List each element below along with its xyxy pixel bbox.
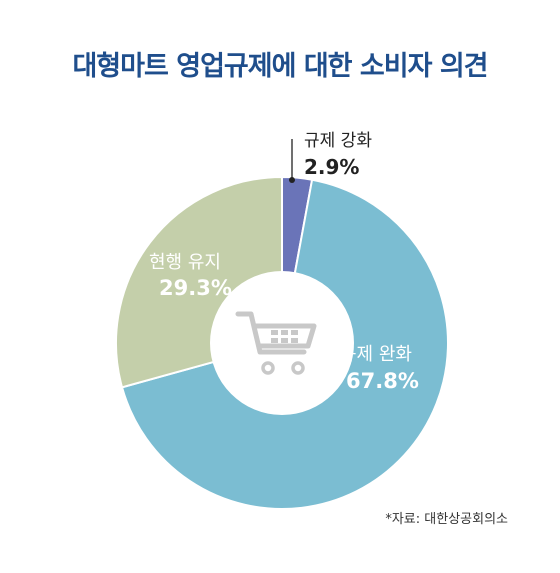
cart-wheel (261, 361, 275, 375)
chart-title: 대형마트 영업규제에 대한 소비자 의견 (72, 51, 488, 82)
slice-label-relax: 규제 완화 (340, 344, 412, 365)
cart-grid-cell (271, 330, 278, 335)
cart-wheel (291, 361, 305, 375)
slice-value-maintain: 29.3% (159, 276, 232, 300)
slice-value-strengthen: 2.9% (304, 155, 359, 179)
source-note: *자료: 대한상공회의소 (385, 512, 508, 527)
slice-label-maintain: 현행 유지 (149, 252, 221, 273)
cart-grid-cell (291, 338, 298, 343)
callout-leader (289, 139, 295, 183)
cart-grid-cell (281, 338, 288, 343)
cart-grid-cell (281, 330, 288, 335)
shopping-cart-icon (235, 311, 317, 375)
slice-label-strengthen: 규제 강화 (304, 131, 372, 151)
cart-basket-outline (235, 311, 317, 355)
cart-grid-cell (291, 330, 298, 335)
cart-grid-cell (271, 338, 278, 343)
slice-value-relax: 67.8% (346, 369, 419, 393)
